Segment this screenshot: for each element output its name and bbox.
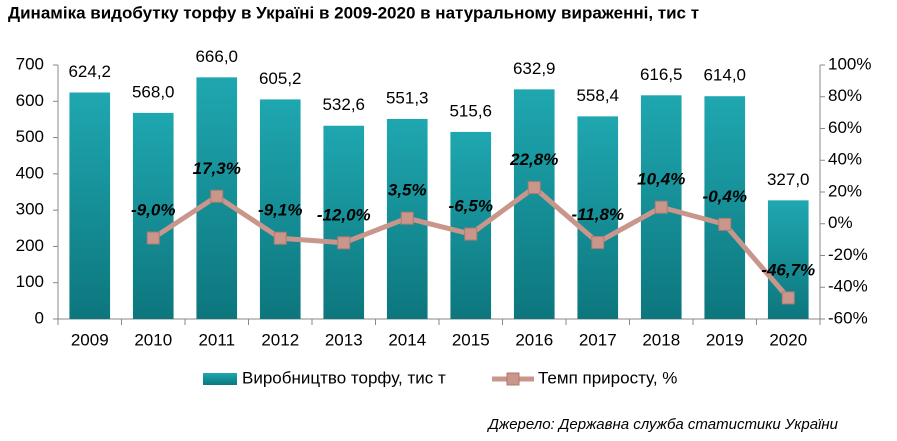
source: Джерело: Державна служба статистики Укра… — [486, 416, 838, 433]
line-label: -0,4% — [703, 187, 747, 206]
line-marker — [654, 200, 668, 214]
x-tick-label: 2012 — [261, 330, 299, 349]
x-tick-label: 2019 — [706, 330, 744, 349]
line-label: -12,0% — [317, 205, 371, 224]
line-label: -46,7% — [761, 260, 815, 279]
bar — [704, 96, 746, 319]
y2-tick-label: -20% — [828, 245, 868, 264]
x-tick-label: 2014 — [388, 330, 426, 349]
line-label: 3,5% — [388, 181, 427, 200]
line-marker — [464, 227, 478, 241]
line-marker — [337, 236, 351, 250]
x-tick-label: 2018 — [642, 330, 680, 349]
bar — [513, 89, 555, 319]
bar-label: 624,2 — [68, 62, 111, 81]
x-tick-label: 2011 — [198, 330, 235, 349]
line-label: -9,1% — [258, 201, 302, 220]
y2-tick-label: 0% — [828, 213, 853, 232]
y-tick-label: 0 — [35, 308, 44, 327]
bar-label: 632,9 — [513, 59, 556, 78]
line-marker — [591, 235, 605, 249]
y2-tick-label: 60% — [828, 118, 862, 137]
bar-label: 558,4 — [576, 86, 619, 105]
bar-label: 616,5 — [640, 65, 683, 84]
bar — [577, 116, 619, 319]
line-marker — [527, 181, 541, 195]
bar-label: 605,2 — [259, 69, 302, 88]
x-tick-label: 2010 — [134, 330, 172, 349]
y2-tick-label: -60% — [828, 308, 868, 327]
bar — [132, 112, 174, 319]
x-tick-label: 2020 — [769, 330, 807, 349]
legend-swatch — [203, 373, 237, 385]
y-tick-label: 400 — [16, 163, 44, 182]
legend-swatch — [506, 372, 520, 386]
line-marker — [210, 189, 224, 203]
x-tick-label: 2009 — [71, 330, 109, 349]
line-marker — [146, 231, 160, 245]
chart-title: Динаміка видобутку торфу в Україні в 200… — [8, 3, 699, 22]
x-tick-label: 2015 — [452, 330, 490, 349]
line-label: -9,0% — [131, 201, 175, 220]
bar — [69, 92, 111, 319]
legend-label: Виробництво торфу, тис т — [242, 368, 446, 387]
legend-label: Темп приросту, % — [538, 368, 677, 387]
x-tick-label: 2013 — [325, 330, 363, 349]
y2-tick-label: -40% — [828, 277, 868, 296]
y-tick-label: 300 — [16, 200, 44, 219]
y-tick-label: 500 — [16, 127, 44, 146]
y-tick-label: 200 — [16, 236, 44, 255]
line-label: -11,8% — [571, 205, 624, 224]
bar-label: 568,0 — [132, 82, 175, 101]
bar-label: 551,3 — [386, 88, 429, 107]
y2-tick-label: 100% — [828, 54, 871, 73]
line-label: 10,4% — [637, 170, 685, 189]
y2-tick-label: 20% — [828, 181, 862, 200]
y2-tick-label: 80% — [828, 86, 862, 105]
line-label: 17,3% — [193, 159, 241, 178]
line-label: 22,8% — [509, 150, 558, 169]
bar-label: 666,0 — [195, 47, 238, 66]
y-tick-label: 100 — [16, 272, 44, 291]
line-marker — [718, 217, 732, 231]
line-marker — [781, 291, 795, 305]
bar-label: 532,6 — [322, 95, 365, 114]
x-tick-label: 2017 — [579, 330, 617, 349]
line-label: -6,5% — [449, 197, 493, 216]
y-tick-label: 600 — [16, 91, 44, 110]
bar — [259, 99, 301, 319]
line-marker — [273, 231, 287, 245]
x-tick-label: 2016 — [515, 330, 553, 349]
y2-tick-label: 40% — [828, 150, 862, 169]
bar — [323, 125, 365, 320]
line-marker — [400, 211, 414, 225]
bar-label: 614,0 — [703, 66, 746, 85]
y-tick-label: 700 — [16, 54, 44, 73]
bar-label: 515,6 — [449, 101, 492, 120]
bar-label: 327,0 — [767, 170, 810, 189]
